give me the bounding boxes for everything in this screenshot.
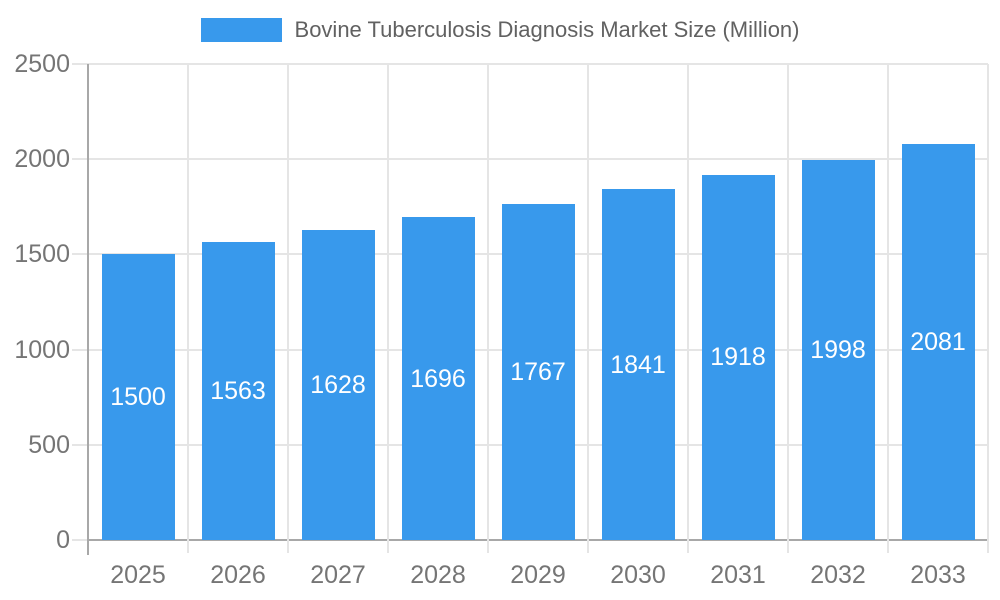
x-tick-label: 2026: [210, 561, 266, 589]
y-tick-label: 0: [56, 526, 70, 554]
y-tick-label: 2000: [14, 145, 70, 173]
chart-legend: Bovine Tuberculosis Diagnosis Market Siz…: [0, 17, 1000, 43]
bar-value-label: 1500: [110, 383, 166, 411]
bar-2027: [302, 230, 375, 540]
bar-value-label: 1628: [310, 371, 366, 399]
bar-value-label: 1563: [210, 377, 266, 405]
y-axis-line: [87, 64, 89, 555]
v-gridline: [587, 64, 589, 553]
bar-2026: [202, 242, 275, 540]
bar-value-label: 2081: [910, 328, 966, 356]
v-gridline: [787, 64, 789, 553]
bar-value-label: 1767: [510, 358, 566, 386]
x-tick-label: 2031: [710, 561, 766, 589]
h-gridline: [72, 158, 988, 160]
legend-label: Bovine Tuberculosis Diagnosis Market Siz…: [294, 17, 800, 42]
bar-value-label: 1998: [810, 336, 866, 364]
bar-value-label: 1841: [610, 351, 666, 379]
y-tick-label: 2500: [14, 50, 70, 78]
v-gridline: [487, 64, 489, 553]
y-tick-label: 1000: [14, 336, 70, 364]
bar-value-label: 1918: [710, 343, 766, 371]
y-tick-label: 1500: [14, 240, 70, 268]
bar-2032: [802, 160, 875, 540]
x-axis-line: [88, 539, 988, 541]
v-gridline: [287, 64, 289, 553]
bar-2030: [602, 189, 675, 540]
legend-color-swatch: [200, 18, 282, 42]
x-tick-label: 2025: [110, 561, 166, 589]
x-tick-label: 2027: [310, 561, 366, 589]
x-tick-label: 2032: [810, 561, 866, 589]
x-tick-label: 2029: [510, 561, 566, 589]
y-tick-label: 500: [28, 431, 70, 459]
bar-2028: [402, 217, 475, 540]
bar-2031: [702, 175, 775, 540]
v-gridline: [687, 64, 689, 553]
v-gridline: [387, 64, 389, 553]
h-gridline: [72, 63, 988, 65]
v-gridline: [187, 64, 189, 553]
y-tick-mark: [72, 539, 88, 541]
x-tick-label: 2030: [610, 561, 666, 589]
x-tick-label: 2033: [910, 561, 966, 589]
bar-2033: [902, 144, 975, 540]
bar-2025: [102, 254, 175, 540]
bar-value-label: 1696: [410, 365, 466, 393]
x-tick-label: 2028: [410, 561, 466, 589]
bar-2029: [502, 204, 575, 540]
v-gridline: [987, 64, 989, 553]
v-gridline: [887, 64, 889, 553]
